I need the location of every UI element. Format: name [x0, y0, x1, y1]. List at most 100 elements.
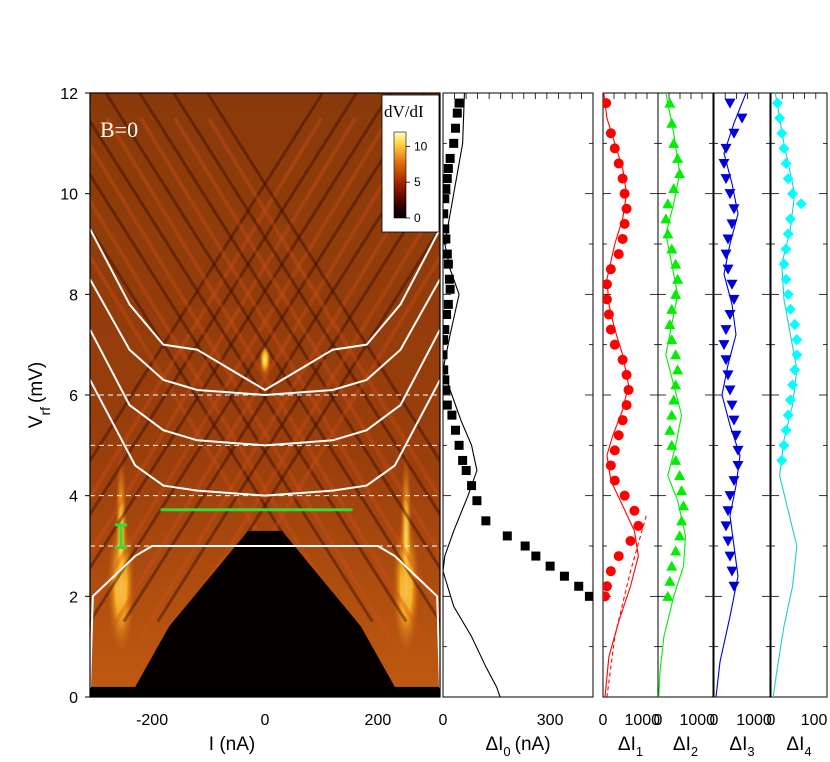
- data-point: [782, 409, 794, 421]
- data-point: [451, 425, 460, 435]
- data-point: [458, 455, 468, 465]
- y-axis-title-main: V: [26, 415, 47, 428]
- data-point: [467, 481, 477, 491]
- x-tick-label: 1000: [679, 712, 715, 729]
- model-curve-dashed: [606, 515, 647, 697]
- model-curve: [443, 93, 501, 697]
- panel-frame: [657, 92, 714, 698]
- colorbar-tick-label: 10: [414, 139, 428, 153]
- panel-frame: [602, 92, 659, 698]
- data-point: [664, 575, 676, 586]
- y-tick-label: 0: [69, 690, 78, 707]
- delta-i2-panel: 0 1000: [654, 92, 715, 729]
- data-point: [619, 490, 630, 501]
- data-point: [778, 142, 790, 154]
- heatmap-stripe: [90, 117, 324, 502]
- data-point: [782, 173, 794, 185]
- x-title-sub: 1: [636, 744, 643, 759]
- data-point: [445, 153, 455, 163]
- data-point: [780, 157, 792, 169]
- data-point: [774, 112, 786, 124]
- data-point: [666, 117, 678, 128]
- data-point: [662, 590, 674, 601]
- y-tick-label: 6: [69, 388, 78, 405]
- heatmap-x-axis-title: I (nA): [209, 734, 255, 755]
- data-point: [443, 174, 452, 184]
- y-tick-label: 2: [69, 589, 78, 606]
- y-tick-label: 4: [69, 489, 78, 506]
- data-point: [720, 325, 732, 336]
- data-point: [617, 415, 628, 426]
- data-point: [664, 319, 676, 330]
- data-point: [666, 560, 678, 571]
- data-point: [545, 561, 555, 571]
- data-point: [670, 454, 682, 465]
- data-point: [443, 309, 452, 319]
- data-point: [724, 189, 736, 200]
- heatmap-stripe: [90, 117, 391, 613]
- white-contour-curve: [90, 379, 440, 497]
- data-point: [605, 566, 616, 577]
- heatmap-stripe: [105, 117, 425, 638]
- x-tick-label: 200: [365, 712, 392, 729]
- data-point: [619, 188, 630, 199]
- data-point: [776, 127, 788, 139]
- x-title-main: ΔI: [618, 734, 636, 755]
- data-point: [666, 303, 678, 314]
- data-point: [443, 325, 450, 335]
- data-point: [728, 581, 740, 592]
- heatmap-stripe: [90, 93, 392, 571]
- panel-frame: [770, 92, 828, 698]
- data-point: [784, 394, 796, 406]
- colorbar-gradient: [393, 131, 407, 219]
- data-point: [726, 566, 738, 577]
- data-point: [621, 400, 632, 411]
- model-curve: [658, 93, 687, 697]
- data-point: [617, 173, 628, 184]
- panel-plot-area: [771, 93, 807, 697]
- colorbar-tick-label: 0: [414, 211, 421, 225]
- panel-x-axis-title: ΔI4: [786, 734, 811, 759]
- x-tick-label: -200: [136, 712, 168, 729]
- data-point: [778, 258, 790, 270]
- data-point: [778, 439, 790, 451]
- data-point: [633, 520, 644, 531]
- panel-x-axis-title: ΔI1: [618, 734, 643, 759]
- data-point: [670, 288, 682, 299]
- data-point: [443, 350, 448, 360]
- data-point: [520, 541, 530, 551]
- panel-x-axis-title: ΔI0 (nA): [485, 734, 550, 759]
- data-point: [782, 288, 794, 300]
- delta-i3-panel: 0 1000: [710, 92, 772, 729]
- data-point: [728, 294, 740, 305]
- data-point: [787, 379, 799, 391]
- data-point: [724, 98, 736, 109]
- data-point: [452, 108, 462, 118]
- data-point: [625, 535, 636, 546]
- colorbar: dV/dI 0 5 10: [381, 94, 440, 233]
- x-tick-label: 300: [537, 712, 564, 729]
- heatmap-stripe: [171, 93, 440, 518]
- data-point: [722, 370, 734, 381]
- x-tick-label: 1000: [624, 712, 660, 729]
- data-point: [791, 334, 803, 346]
- data-point: [584, 591, 593, 601]
- data-point: [662, 228, 674, 239]
- heatmap-stripe: [90, 93, 359, 518]
- data-point: [776, 454, 788, 466]
- hot-streak-center: [259, 341, 271, 378]
- data-point: [666, 439, 678, 450]
- data-point: [619, 218, 630, 229]
- y-axis-title-sub: rf: [37, 407, 53, 416]
- data-point: [672, 152, 684, 163]
- data-point: [724, 551, 736, 562]
- panel-frame: [442, 92, 594, 698]
- data-point: [605, 324, 616, 335]
- y-tick-label: 12: [60, 86, 78, 103]
- heatmap-stripe: [90, 197, 358, 638]
- data-point: [629, 505, 640, 516]
- data-point: [720, 521, 732, 532]
- white-contour-curve: [90, 329, 440, 447]
- data-point: [617, 233, 628, 244]
- data-point: [668, 137, 680, 148]
